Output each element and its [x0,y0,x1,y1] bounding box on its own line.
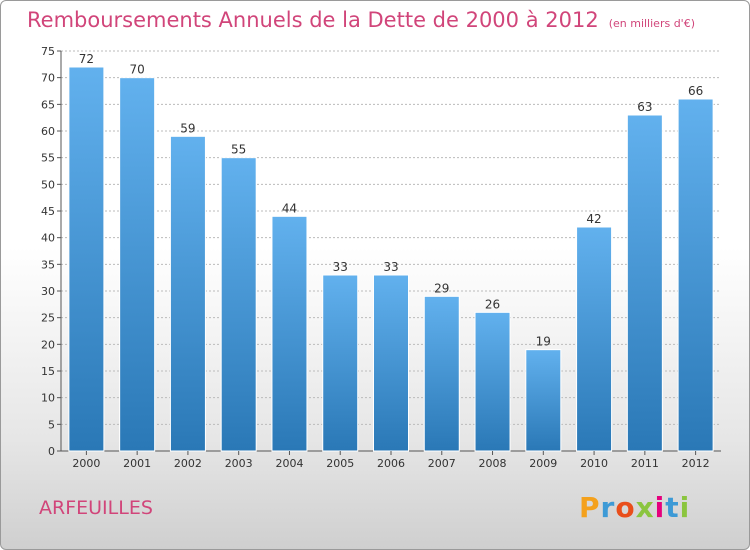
bar-value-label: 26 [485,297,500,311]
commune-name: ARFEUILLES [39,497,153,519]
x-tick-label: 2003 [225,457,253,470]
y-tick-label: 20 [41,338,55,351]
chart-title: Remboursements Annuels de la Dette de 20… [27,8,695,32]
bar-2009 [525,349,562,452]
bar-2002 [169,135,206,452]
x-tick-label: 2005 [326,457,354,470]
bar-value-label: 19 [536,335,551,349]
bar-value-label: 29 [434,281,449,295]
bar-2010 [576,226,613,452]
y-tick-label: 45 [41,205,55,218]
y-tick-label: 15 [41,365,55,378]
bar-2004 [271,215,308,452]
logo-letter: i [654,491,666,524]
bar-2003 [220,157,257,452]
logo-letter: x [635,491,655,524]
bar-value-label: 44 [282,201,297,215]
proxiti-logo: Proxiti [579,491,690,524]
bar-value-label: 55 [231,143,246,157]
logo-letter: P [579,491,601,524]
y-tick-label: 0 [48,445,55,458]
bar-2005 [322,274,359,452]
x-tick-label: 2010 [580,457,608,470]
bar-value-label: 70 [130,63,145,77]
x-tick-label: 2006 [377,457,405,470]
y-tick-label: 70 [41,72,55,85]
bar-value-label: 72 [79,52,94,66]
logo-letter: r [600,491,616,524]
y-tick-label: 30 [41,285,55,298]
y-tick-label: 55 [41,152,55,165]
bar-2011 [626,114,663,452]
y-tick-label: 40 [41,232,55,245]
x-tick-label: 2009 [529,457,557,470]
y-tick-label: 25 [41,312,55,325]
y-tick-label: 35 [41,258,55,271]
x-tick-label: 2004 [275,457,303,470]
y-tick-label: 5 [48,418,55,431]
x-tick-label: 2002 [174,457,202,470]
x-tick-label: 2007 [428,457,456,470]
bar-2006 [373,274,409,452]
x-tick-label: 2012 [682,457,710,470]
x-tick-label: 2011 [631,457,659,470]
y-tick-label: 65 [41,98,55,111]
chart-unit: (en milliers d'€) [608,17,695,30]
bar-value-label: 59 [180,121,195,135]
x-tick-label: 2000 [72,457,100,470]
y-tick-label: 50 [41,178,55,191]
bar-value-label: 33 [383,260,398,274]
x-tick-label: 2001 [123,457,151,470]
bar-2001 [119,77,156,452]
logo-letter: o [615,491,636,524]
logo-letter: t [665,491,680,524]
bar-value-label: 66 [688,84,703,98]
bar-value-label: 63 [637,100,652,114]
y-tick-label: 60 [41,125,55,138]
y-tick-label: 75 [41,45,55,58]
bar-2007 [423,295,460,452]
chart-title-text: Remboursements Annuels de la Dette de 20… [27,8,599,32]
bar-value-label: 42 [586,212,601,226]
y-tick-label: 10 [41,392,55,405]
logo-letter: i [679,491,691,524]
bar-value-label: 33 [333,260,348,274]
x-tick-label: 2008 [479,457,507,470]
bar-2008 [474,311,511,452]
bar-2000 [68,66,105,452]
bar-2012 [677,98,714,452]
